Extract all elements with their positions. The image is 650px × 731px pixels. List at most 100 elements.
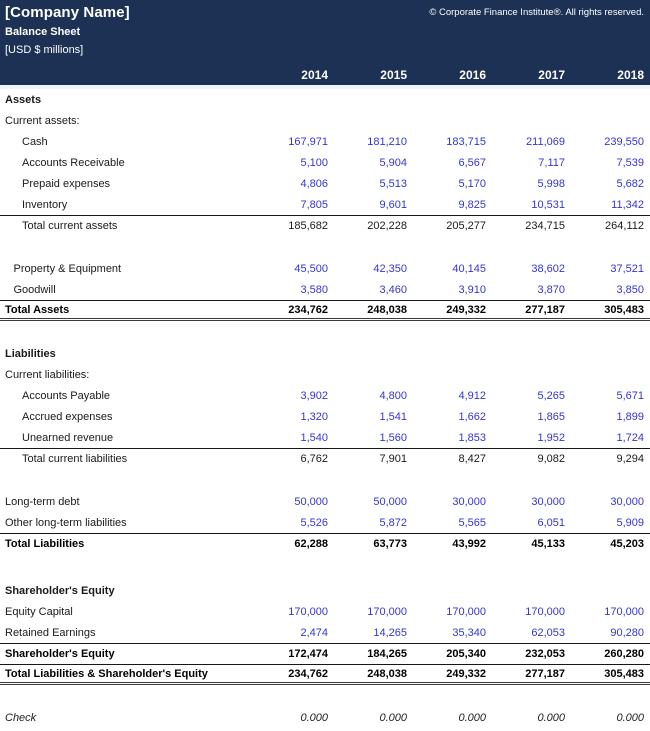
cell-accounts-payable-2015[interactable]: 4,800 bbox=[379, 389, 407, 402]
cell-prepaid-expenses-2015[interactable]: 5,513 bbox=[379, 177, 407, 190]
cell-total-liabilities-shareholder-s-equity-2014: 234,762 bbox=[288, 667, 328, 680]
cell-total-assets-2014: 234,762 bbox=[288, 303, 328, 316]
row-equity-capital-label: Equity Capital bbox=[5, 605, 73, 618]
cell-total-assets-2015: 248,038 bbox=[367, 303, 407, 316]
cell-other-long-term-liabilities-2015[interactable]: 5,872 bbox=[379, 516, 407, 529]
spacer-row-blank bbox=[0, 321, 650, 343]
cell-accounts-receivable-2015[interactable]: 5,904 bbox=[379, 156, 407, 169]
cell-accrued-expenses-2018[interactable]: 1,899 bbox=[616, 410, 644, 423]
cell-equity-capital-2015[interactable]: 170,000 bbox=[367, 605, 407, 618]
cell-other-long-term-liabilities-2016[interactable]: 5,565 bbox=[458, 516, 486, 529]
cell-property-equipment-2015[interactable]: 42,350 bbox=[373, 262, 407, 275]
cell-other-long-term-liabilities-2018[interactable]: 5,909 bbox=[616, 516, 644, 529]
year-column-2017: 2017 bbox=[538, 68, 565, 82]
cell-retained-earnings-2018[interactable]: 90,280 bbox=[610, 626, 644, 639]
cell-goodwill-2018[interactable]: 3,850 bbox=[616, 283, 644, 296]
cell-check-2017: 0.000 bbox=[537, 711, 565, 724]
cell-property-equipment-2014[interactable]: 45,500 bbox=[294, 262, 328, 275]
cell-cash-2017[interactable]: 211,069 bbox=[526, 135, 565, 148]
row-current-assets: Current assets: bbox=[0, 110, 650, 131]
cell-retained-earnings-2015[interactable]: 14,265 bbox=[373, 626, 407, 639]
cell-property-equipment-2017[interactable]: 38,602 bbox=[531, 262, 565, 275]
cell-accrued-expenses-2014[interactable]: 1,320 bbox=[300, 410, 328, 423]
cell-cash-2014[interactable]: 167,971 bbox=[288, 135, 328, 148]
cell-goodwill-2017[interactable]: 3,870 bbox=[537, 283, 565, 296]
cell-total-liabilities-2014: 62,288 bbox=[294, 538, 328, 550]
cell-long-term-debt-2014[interactable]: 50,000 bbox=[294, 495, 328, 508]
cell-prepaid-expenses-2014[interactable]: 4,806 bbox=[300, 177, 328, 190]
year-column-2016: 2016 bbox=[459, 68, 486, 82]
row-prepaid-expenses-label: Prepaid expenses bbox=[22, 177, 111, 190]
header-top-row: [Company Name] © Corporate Finance Insti… bbox=[5, 4, 644, 21]
cell-long-term-debt-2017[interactable]: 30,000 bbox=[531, 495, 565, 508]
cell-accrued-expenses-2017[interactable]: 1,865 bbox=[537, 410, 565, 423]
cell-goodwill-2014[interactable]: 3,580 bbox=[300, 283, 328, 296]
cell-long-term-debt-2016[interactable]: 30,000 bbox=[452, 495, 486, 508]
row-liabilities-label: Liabilities bbox=[5, 347, 56, 360]
units-label: [USD $ millions] bbox=[5, 44, 84, 56]
cell-equity-capital-2014[interactable]: 170,000 bbox=[288, 605, 328, 618]
row-total-liabilities-shareholder-s-equity: Total Liabilities & Shareholder's Equity… bbox=[0, 664, 650, 685]
cell-prepaid-expenses-2018[interactable]: 5,682 bbox=[616, 177, 644, 190]
row-total-liabilities: Total Liabilities 62,288 63,773 43,992 45,13… bbox=[0, 533, 650, 554]
cell-accounts-receivable-2018[interactable]: 7,539 bbox=[616, 156, 644, 169]
cell-accounts-payable-2018[interactable]: 5,671 bbox=[616, 389, 644, 402]
cell-accounts-payable-2014[interactable]: 3,902 bbox=[300, 389, 328, 402]
cell-equity-capital-2016[interactable]: 170,000 bbox=[446, 605, 486, 618]
cell-total-current-assets-2017: 234,715 bbox=[525, 220, 565, 232]
cell-accounts-receivable-2014[interactable]: 5,100 bbox=[300, 156, 328, 169]
sheet-body: Assets Current assets: Cash 167,971 181,210 1… bbox=[0, 89, 650, 728]
cell-unearned-revenue-2018[interactable]: 1,724 bbox=[616, 431, 644, 444]
cell-prepaid-expenses-2017[interactable]: 5,998 bbox=[537, 177, 565, 190]
row-total-assets: Total Assets 234,762 248,038 249,332 277,187… bbox=[0, 300, 650, 321]
cell-cash-2018[interactable]: 239,550 bbox=[604, 135, 644, 148]
cell-accrued-expenses-2015[interactable]: 1,541 bbox=[379, 410, 407, 423]
row-total-current-liabilities-label: Total current liabilities bbox=[22, 453, 128, 465]
cell-cash-2015[interactable]: 181,210 bbox=[367, 135, 407, 148]
cell-equity-capital-2018[interactable]: 170,000 bbox=[604, 605, 644, 618]
cell-prepaid-expenses-2016[interactable]: 5,170 bbox=[458, 177, 486, 190]
cell-accounts-payable-2017[interactable]: 5,265 bbox=[537, 389, 565, 402]
cell-retained-earnings-2014[interactable]: 2,474 bbox=[300, 626, 328, 639]
copyright-text: © Corporate Finance Institute®. All righ… bbox=[429, 7, 644, 18]
cell-inventory-2016[interactable]: 9,825 bbox=[458, 198, 486, 211]
row-liabilities: Liabilities bbox=[0, 343, 650, 364]
cell-retained-earnings-2017[interactable]: 62,053 bbox=[531, 626, 565, 639]
cell-goodwill-2015[interactable]: 3,460 bbox=[379, 283, 407, 296]
cell-long-term-debt-2018[interactable]: 30,000 bbox=[610, 495, 644, 508]
cell-unearned-revenue-2016[interactable]: 1,853 bbox=[458, 431, 486, 444]
cell-inventory-2015[interactable]: 9,601 bbox=[379, 198, 407, 211]
cell-total-liabilities-2018: 45,203 bbox=[610, 538, 644, 550]
cell-accrued-expenses-2016[interactable]: 1,662 bbox=[458, 410, 486, 423]
cell-unearned-revenue-2014[interactable]: 1,540 bbox=[300, 431, 328, 444]
cell-other-long-term-liabilities-2017[interactable]: 6,051 bbox=[537, 516, 565, 529]
cell-check-2014: 0.000 bbox=[300, 711, 328, 724]
cell-equity-capital-2017[interactable]: 170,000 bbox=[525, 605, 565, 618]
cell-accounts-receivable-2017[interactable]: 7,117 bbox=[538, 156, 565, 169]
cell-check-2015: 0.000 bbox=[379, 711, 407, 724]
cell-goodwill-2016[interactable]: 3,910 bbox=[458, 283, 486, 296]
company-name[interactable]: [Company Name] bbox=[5, 4, 130, 21]
cell-inventory-2014[interactable]: 7,805 bbox=[300, 198, 328, 211]
cell-accounts-receivable-2016[interactable]: 6,567 bbox=[458, 156, 486, 169]
row-total-liabilities-shareholder-s-equity-label: Total Liabilities & Shareholder's Equity bbox=[5, 667, 208, 680]
row-goodwill: Goodwill 3,580 3,460 3,910 3,870 3,850 bbox=[0, 279, 650, 300]
cell-accounts-payable-2016[interactable]: 4,912 bbox=[458, 389, 486, 402]
row-long-term-debt-label: Long-term debt bbox=[5, 495, 80, 508]
cell-inventory-2017[interactable]: 10,531 bbox=[531, 198, 565, 211]
cell-property-equipment-2018[interactable]: 37,521 bbox=[610, 262, 644, 275]
row-unearned-revenue: Unearned revenue 1,540 1,560 1,853 1,952 1,72… bbox=[0, 427, 650, 448]
year-column-2018: 2018 bbox=[617, 68, 644, 82]
cell-cash-2016[interactable]: 183,715 bbox=[446, 135, 486, 148]
row-total-liabilities-label: Total Liabilities bbox=[5, 538, 85, 550]
cell-inventory-2018[interactable]: 11,342 bbox=[611, 198, 644, 211]
cell-unearned-revenue-2015[interactable]: 1,560 bbox=[379, 431, 407, 444]
cell-other-long-term-liabilities-2014[interactable]: 5,526 bbox=[300, 516, 328, 529]
cell-unearned-revenue-2017[interactable]: 1,952 bbox=[537, 431, 565, 444]
cell-total-liabilities-shareholder-s-equity-2015: 248,038 bbox=[367, 667, 407, 680]
cell-long-term-debt-2015[interactable]: 50,000 bbox=[373, 495, 407, 508]
row-cash-label: Cash bbox=[22, 135, 48, 148]
cell-retained-earnings-2016[interactable]: 35,340 bbox=[452, 626, 486, 639]
spacer-row bbox=[0, 236, 650, 258]
cell-property-equipment-2016[interactable]: 40,145 bbox=[452, 262, 486, 275]
